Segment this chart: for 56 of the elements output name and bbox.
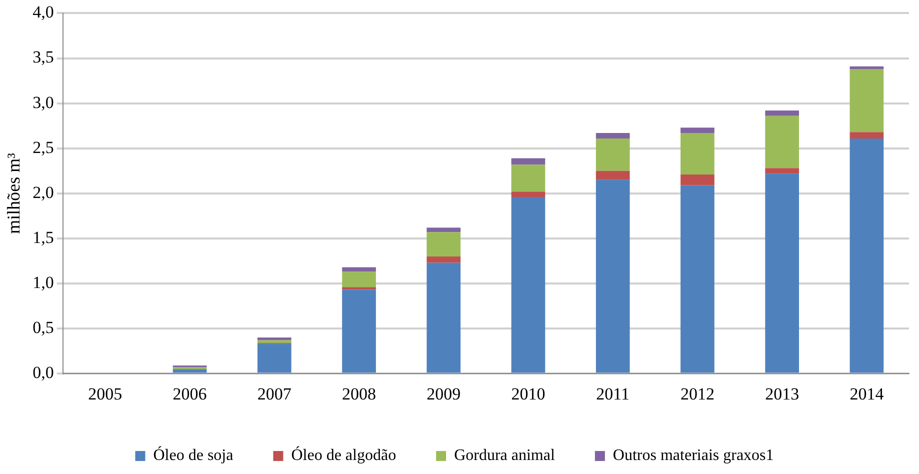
bar [511, 197, 546, 373]
bar [342, 290, 376, 373]
x-tick-label: 2010 [511, 384, 546, 404]
bar [172, 369, 207, 373]
x-tick-label: 2007 [257, 384, 292, 404]
bar [426, 228, 461, 232]
y-tick-label: 3,5 [32, 48, 54, 67]
bar [426, 256, 461, 263]
bar [511, 158, 546, 165]
x-tick-label: 2013 [765, 384, 800, 404]
x-tick-label: 2014 [850, 384, 884, 404]
bar [850, 138, 884, 373]
y-tick-label: 1,0 [32, 272, 54, 292]
y-tick-label: 0,5 [32, 318, 54, 338]
bar [426, 232, 461, 256]
bar [342, 267, 376, 272]
bar [257, 340, 292, 343]
bar [765, 174, 799, 373]
bar [850, 66, 884, 70]
x-tick-label: 2006 [172, 384, 207, 404]
legend-label: Óleo de algodão [291, 446, 396, 464]
bar [596, 138, 630, 171]
y-axis-title: milhões m³ [4, 152, 24, 234]
bar [342, 272, 376, 288]
bar [680, 133, 714, 174]
bar [680, 128, 714, 134]
bar [850, 69, 884, 132]
x-tick-label: 2005 [88, 384, 122, 404]
legend-label: Óleo de soja [153, 446, 234, 464]
x-tick-label: 2009 [426, 384, 461, 404]
bar [765, 116, 799, 168]
bar [680, 174, 714, 186]
bar [257, 338, 292, 340]
bar [765, 168, 799, 174]
x-tick-label: 2008 [342, 384, 376, 404]
bar [596, 133, 630, 138]
bar [342, 287, 376, 290]
bar [257, 344, 292, 373]
y-tick-label: 2,0 [32, 182, 54, 202]
legend-label: Gordura animal [454, 447, 556, 464]
y-tick-label: 4,0 [32, 2, 54, 22]
bar [596, 180, 630, 373]
bar [511, 164, 546, 192]
y-tick-label: 3,0 [32, 92, 54, 112]
y-tick-label: 0,0 [32, 363, 54, 382]
legend-label: Outros materiais graxos1 [612, 447, 774, 464]
x-tick-label: 2012 [680, 384, 714, 404]
bar [511, 192, 546, 198]
bar [596, 170, 630, 180]
y-tick-label: 2,5 [32, 138, 54, 157]
y-tick-label: 1,5 [32, 228, 54, 247]
bar [850, 132, 884, 138]
bar [765, 110, 799, 116]
bar [426, 262, 461, 373]
bar [680, 185, 714, 373]
x-tick-label: 2011 [596, 384, 630, 404]
